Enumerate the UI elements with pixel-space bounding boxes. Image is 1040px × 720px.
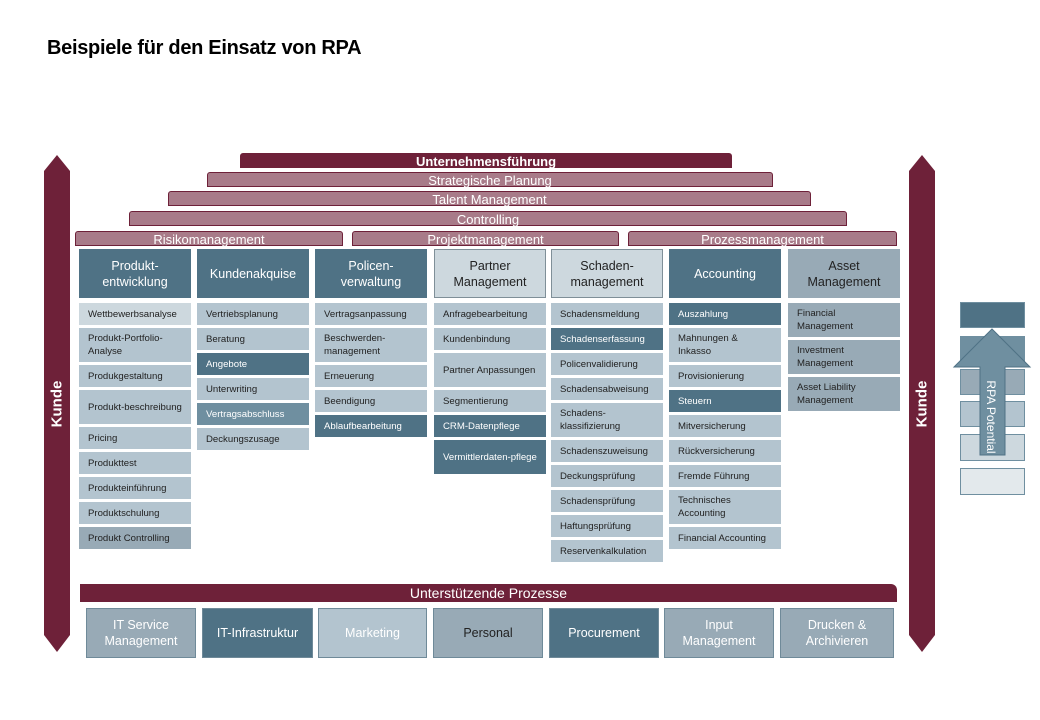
band-strategische-planung: Strategische Planung (207, 172, 773, 188)
process-item: Provisionierung (669, 365, 781, 387)
process-item: Beendigung (315, 390, 427, 412)
process-item: Partner Anpassungen (434, 353, 546, 387)
column-header: Kundenakquise (197, 249, 309, 298)
process-item: Unterwriting (197, 378, 309, 400)
process-item: Produkt-Portfolio-Analyse (79, 328, 191, 362)
process-column: Accounting Auszahlung Mahnungen & Inkasso P… (669, 249, 781, 552)
pillar-right-label: Kunde (913, 380, 931, 427)
support-process: Personal (433, 608, 543, 658)
support-process: Input Management (664, 608, 774, 658)
process-item: Schadenszuweisung (551, 440, 663, 462)
pillar-left: Kunde (44, 155, 70, 652)
column-header: Accounting (669, 249, 781, 298)
process-item: Schadens-klassifizierung (551, 403, 663, 437)
page-title: Beispiele für den Einsatz von RPA (47, 37, 362, 59)
process-column: Policen- verwaltung Vertragsanpassung Besc… (315, 249, 427, 440)
column-header: Asset Management (788, 249, 900, 298)
process-item: Mahnungen & Inkasso (669, 328, 781, 362)
process-item: Beschwerden-management (315, 328, 427, 362)
process-item: Financial Management (788, 303, 900, 337)
band-talent-management: Talent Management (168, 191, 811, 207)
support-process: Drucken & Archivieren (780, 608, 894, 658)
process-item: Produktschulung (79, 502, 191, 524)
process-item: Ablaufbearbeitung (315, 415, 427, 437)
band-prozessmanagement: Prozessmanagement (628, 231, 897, 247)
process-column: Asset Management Financial Management Inve… (788, 249, 900, 414)
rpa-potential-arrow: RPA Potential (952, 327, 1032, 462)
process-item: Vertragsanpassung (315, 303, 427, 325)
process-column: Kundenakquise Vertriebsplanung Beratung Ang… (197, 249, 309, 453)
process-item: Asset Liability Management (788, 377, 900, 411)
process-item: Schadenserfassung (551, 328, 663, 350)
process-column: Schaden- management Schadensmeldung Schade… (551, 249, 663, 565)
band-projektmanagement: Projektmanagement (352, 231, 619, 247)
process-item: Angebote (197, 353, 309, 375)
support-process: IT-Infrastruktur (202, 608, 313, 658)
band-risikomanagement: Risikomanagement (75, 231, 343, 247)
process-item: Erneuerung (315, 365, 427, 387)
pillar-right: Kunde (909, 155, 935, 652)
process-item: Schadensprüfung (551, 490, 663, 512)
process-item: Schadensabweisung (551, 378, 663, 400)
process-item: Segmentierung (434, 390, 546, 412)
legend-level-box (960, 302, 1025, 328)
support-process: Procurement (549, 608, 659, 658)
process-item: Produkgestaltung (79, 365, 191, 387)
support-process: IT Service Management (86, 608, 196, 658)
rpa-potential-label: RPA Potential (984, 380, 998, 454)
process-item: Vermittlerdaten-pflege (434, 440, 546, 474)
column-header: Partner Management (434, 249, 546, 298)
process-item: Reservenkalkulation (551, 540, 663, 562)
process-item: Auszahlung (669, 303, 781, 325)
process-item: Vertragsabschluss (197, 403, 309, 425)
process-item: Wettbewerbsanalyse (79, 303, 191, 325)
process-item: Policenvalidierung (551, 353, 663, 375)
process-item: Pricing (79, 427, 191, 449)
process-item: Deckungsprüfung (551, 465, 663, 487)
support-process: Marketing (318, 608, 427, 658)
column-header: Produkt- entwicklung (79, 249, 191, 298)
process-item: Vertriebsplanung (197, 303, 309, 325)
process-item: Kundenbindung (434, 328, 546, 350)
support-band: Unterstützende Prozesse (80, 584, 897, 602)
process-item: Beratung (197, 328, 309, 350)
process-column: Partner Management Anfragebearbeitung Kund… (434, 249, 546, 477)
process-item: CRM-Datenpflege (434, 415, 546, 437)
process-item: Rückversicherung (669, 440, 781, 462)
process-item: Deckungszusage (197, 428, 309, 450)
band-controlling: Controlling (129, 211, 847, 227)
process-item: Steuern (669, 390, 781, 412)
process-item: Produkttest (79, 452, 191, 474)
column-header: Policen- verwaltung (315, 249, 427, 298)
process-item: Produkt Controlling (79, 527, 191, 549)
band-unternehmensfuehrung: Unternehmensführung (240, 153, 732, 169)
process-item: Produkteinführung (79, 477, 191, 499)
process-item: Financial Accounting (669, 527, 781, 549)
process-item: Schadensmeldung (551, 303, 663, 325)
process-item: Mitversicherung (669, 415, 781, 437)
process-item: Anfragebearbeitung (434, 303, 546, 325)
process-item: Produkt-beschreibung (79, 390, 191, 424)
column-header: Schaden- management (551, 249, 663, 298)
pillar-left-label: Kunde (48, 380, 66, 427)
process-item: Fremde Führung (669, 465, 781, 487)
process-column: Produkt- entwicklung Wettbewerbsanalyse Pr… (79, 249, 191, 552)
legend-level-box (960, 468, 1025, 495)
process-item: Technisches Accounting (669, 490, 781, 524)
process-item: Investment Management (788, 340, 900, 374)
process-item: Haftungsprüfung (551, 515, 663, 537)
